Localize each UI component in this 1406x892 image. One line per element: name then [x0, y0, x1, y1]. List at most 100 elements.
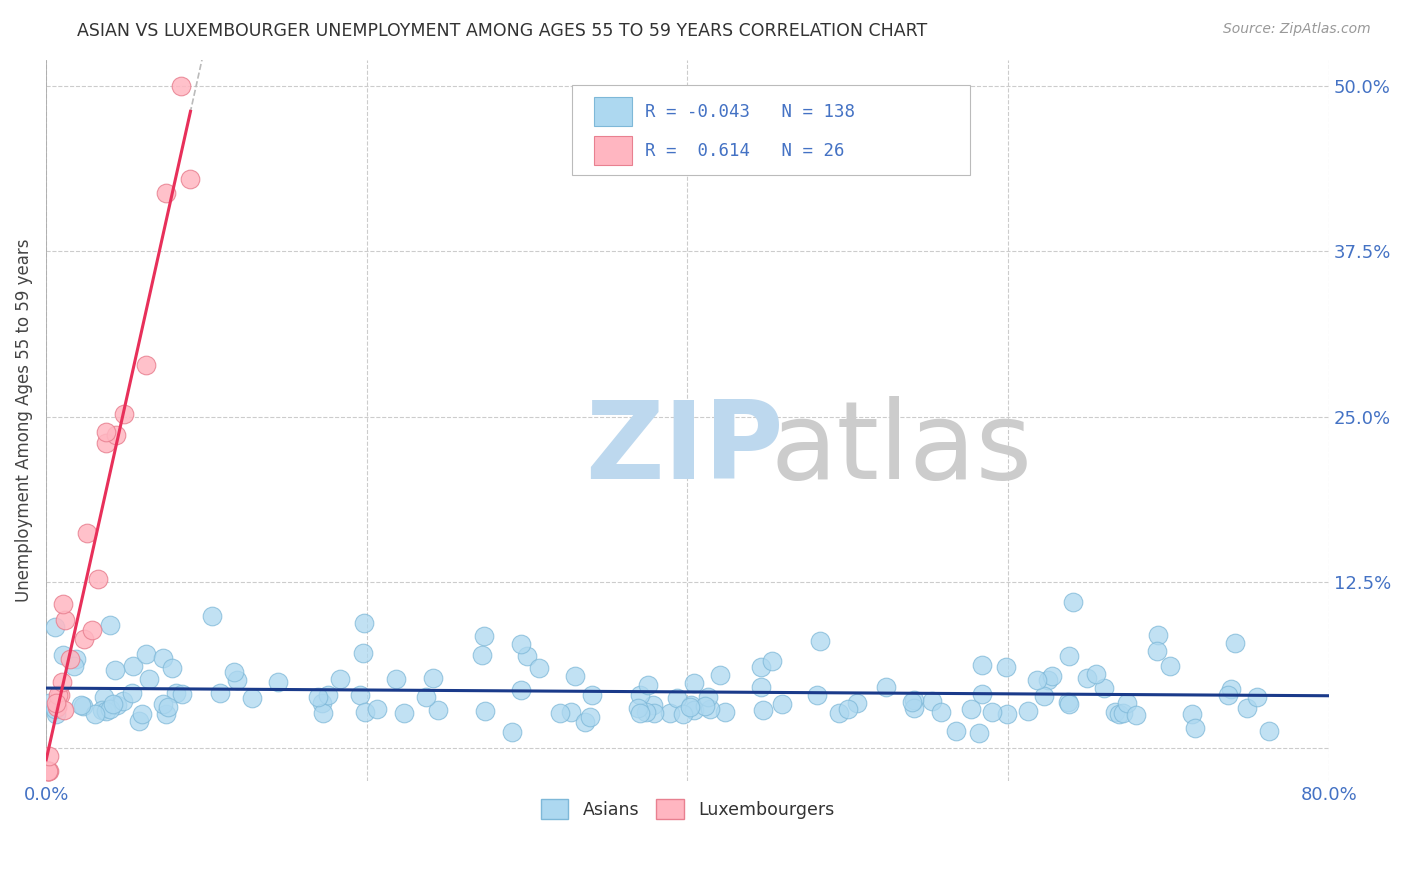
Point: [157, 699, 180, 714]
Point: [91, 703, 114, 717]
Point: [353, 705, 375, 719]
Point: [415, 690, 437, 704]
Point: [222, 665, 245, 680]
Point: [474, 704, 496, 718]
Point: [637, 678, 659, 692]
Point: [1017, 704, 1039, 718]
Point: [37, 764, 59, 779]
Text: R = -0.043   N = 138: R = -0.043 N = 138: [645, 103, 855, 120]
Point: [770, 697, 793, 711]
Point: [209, 686, 232, 700]
Point: [44, 702, 66, 716]
Point: [1257, 724, 1279, 739]
Point: [98, 618, 121, 632]
Point: [385, 673, 408, 687]
Point: [103, 698, 125, 712]
Point: [527, 661, 550, 675]
Point: [104, 427, 127, 442]
Point: [152, 651, 174, 665]
Point: [312, 706, 335, 720]
Point: [46, 700, 69, 714]
Point: [875, 680, 897, 694]
Point: [749, 660, 772, 674]
Point: [225, 673, 247, 688]
Point: [59, 652, 82, 666]
Text: Source: ZipAtlas.com: Source: ZipAtlas.com: [1223, 22, 1371, 37]
Point: [1181, 707, 1204, 722]
Point: [100, 702, 122, 716]
Point: [96, 436, 118, 450]
Point: [471, 648, 494, 663]
Point: [72, 699, 94, 714]
Text: atlas: atlas: [770, 396, 1033, 502]
Point: [980, 705, 1002, 719]
Point: [93, 690, 115, 705]
Point: [752, 703, 775, 717]
FancyBboxPatch shape: [572, 85, 970, 175]
Point: [627, 701, 650, 715]
Point: [1057, 697, 1080, 711]
Point: [160, 661, 183, 675]
Point: [366, 702, 388, 716]
Point: [516, 649, 538, 664]
Point: [510, 637, 533, 651]
Point: [267, 674, 290, 689]
Point: [995, 660, 1018, 674]
Point: [152, 697, 174, 711]
Point: [1026, 673, 1049, 687]
Point: [970, 687, 993, 701]
Point: [1033, 689, 1056, 703]
Bar: [593, 136, 633, 165]
Point: [128, 714, 150, 729]
Point: [666, 690, 689, 705]
Point: [311, 697, 333, 711]
Point: [65, 652, 87, 666]
Point: [53, 703, 76, 717]
Point: [45, 696, 67, 710]
Point: [316, 689, 339, 703]
Point: [970, 658, 993, 673]
Point: [510, 683, 533, 698]
Point: [995, 707, 1018, 722]
Point: [901, 694, 924, 708]
Point: [1184, 721, 1206, 735]
Point: [155, 706, 177, 721]
Point: [697, 690, 720, 704]
Point: [45, 707, 67, 722]
Point: [628, 688, 651, 702]
Point: [808, 634, 831, 648]
Point: [69, 698, 91, 712]
Point: [693, 698, 716, 713]
Point: [1092, 681, 1115, 695]
Point: [46, 688, 69, 702]
Point: [62, 659, 84, 673]
Point: [172, 687, 194, 701]
Point: [574, 714, 596, 729]
Point: [38, 764, 60, 779]
Point: [84, 706, 107, 721]
Point: [121, 686, 143, 700]
Point: [472, 629, 495, 643]
Point: [1115, 696, 1137, 710]
Point: [52, 598, 75, 612]
Point: [683, 675, 706, 690]
Point: [96, 704, 118, 718]
Point: [349, 688, 371, 702]
Point: [240, 690, 263, 705]
Point: [761, 654, 783, 668]
Point: [749, 681, 772, 695]
Point: [1062, 595, 1084, 609]
Y-axis label: Unemployment Among Ages 55 to 59 years: Unemployment Among Ages 55 to 59 years: [15, 238, 32, 602]
Point: [806, 688, 828, 702]
Point: [959, 702, 981, 716]
Point: [903, 693, 925, 707]
Point: [1218, 688, 1240, 702]
Point: [1036, 673, 1059, 688]
Point: [1040, 669, 1063, 683]
Point: [929, 705, 952, 719]
Point: [135, 647, 157, 661]
Point: [903, 701, 925, 715]
Point: [105, 698, 128, 712]
Point: [165, 686, 187, 700]
Point: [1112, 706, 1135, 720]
